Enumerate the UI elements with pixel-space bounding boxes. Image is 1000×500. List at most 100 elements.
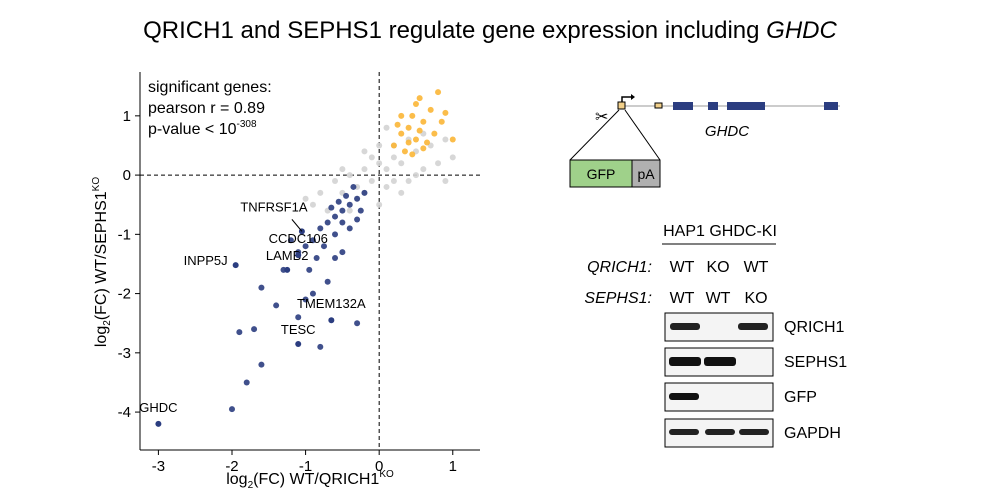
x-axis-label: log2(FC) WT/QRICH1KO — [226, 469, 394, 491]
band — [705, 429, 735, 435]
y-tick-label: -1 — [118, 226, 131, 243]
band-label: GAPDH — [784, 425, 841, 442]
point — [309, 201, 316, 208]
band — [669, 393, 699, 400]
point — [449, 136, 456, 143]
row-label: SEPHS1: — [584, 290, 652, 307]
point — [361, 148, 368, 155]
point — [383, 183, 390, 190]
point — [317, 225, 324, 232]
point — [368, 178, 375, 185]
band — [739, 429, 769, 435]
x-tick-label: -3 — [152, 458, 165, 475]
scatter-plot: GHDC TESC TMEM132A LAMB2 INPP5J CCDC106 TNFRSF… — [118, 72, 480, 475]
label-sub: 2 — [102, 320, 113, 326]
point — [287, 237, 294, 244]
band-label: QRICH1 — [784, 319, 845, 336]
stats-text: p-value < 10 — [148, 121, 237, 138]
point — [313, 255, 320, 262]
point — [420, 166, 427, 173]
pa-box — [631, 159, 661, 188]
point — [354, 216, 361, 223]
point — [273, 302, 280, 309]
point — [346, 201, 353, 208]
gfp-box — [569, 159, 633, 188]
point — [431, 130, 438, 137]
point — [324, 219, 331, 226]
y-tick-label: -4 — [118, 404, 131, 421]
point — [435, 160, 442, 167]
point — [442, 109, 449, 116]
gene-diagram: ✂ GFP pA GHDC — [569, 94, 840, 188]
label-part: log — [93, 326, 110, 347]
point — [390, 142, 397, 149]
exon — [727, 102, 765, 110]
stats-line: p-value < 10-308 — [148, 119, 257, 138]
point — [309, 290, 316, 297]
point — [317, 189, 324, 196]
band-label: GFP — [784, 389, 817, 406]
y-tick-label: 1 — [123, 108, 131, 125]
point — [383, 124, 390, 131]
point — [412, 136, 419, 143]
y-tick-label: 0 — [123, 167, 131, 184]
point — [412, 100, 419, 107]
point — [405, 139, 412, 146]
point — [324, 278, 331, 285]
point — [394, 121, 401, 128]
x-tick-label: 0 — [375, 458, 383, 475]
genotype: WT — [670, 290, 695, 307]
annotation-label: TESC — [281, 322, 316, 337]
band — [738, 323, 768, 330]
exon — [673, 102, 693, 110]
x-tick-label: 1 — [449, 458, 457, 475]
point — [350, 183, 357, 190]
annotated-point — [284, 266, 291, 273]
label-sup: KO — [91, 177, 102, 192]
insert-site — [617, 101, 626, 110]
genotype: WT — [706, 290, 731, 307]
point — [302, 243, 309, 250]
point — [346, 225, 353, 232]
blot-header: HAP1 GHDC-KI — [663, 223, 777, 240]
genotype: KO — [706, 259, 729, 276]
point — [343, 192, 350, 199]
point — [401, 148, 408, 155]
point — [427, 106, 434, 113]
point — [390, 154, 397, 161]
point — [258, 361, 265, 368]
row-label: QRICH1: — [587, 259, 652, 276]
stats-line: significant genes: — [148, 79, 272, 96]
label-part: (FC) WT/SEPHS1 — [93, 191, 110, 320]
label-part: log — [226, 471, 247, 488]
point — [412, 172, 419, 179]
point — [398, 130, 405, 137]
genotype: KO — [744, 290, 767, 307]
promoter-arrowhead — [631, 94, 635, 100]
band — [704, 357, 736, 366]
x-tick-label: -2 — [225, 458, 238, 475]
point — [420, 145, 427, 152]
scissors-icon: ✂ — [595, 109, 608, 126]
point — [405, 178, 412, 185]
band — [670, 323, 700, 330]
gene-name: GHDC — [705, 123, 749, 140]
point — [295, 314, 302, 321]
title-text: QRICH1 and SEPHS1 regulate gene expressi… — [143, 17, 759, 44]
annotated-point — [295, 252, 302, 259]
label-sup: KO — [379, 469, 394, 480]
stats-exponent: -308 — [237, 119, 257, 130]
annotated-point — [155, 420, 162, 427]
utr-exon — [654, 102, 663, 109]
insert-lines — [569, 109, 661, 161]
point — [328, 204, 335, 211]
point — [258, 284, 265, 291]
point — [398, 189, 405, 196]
y-axis-label: log2(FC) WT/SEPHS1KO — [91, 177, 113, 347]
point — [357, 207, 364, 214]
point — [368, 154, 375, 161]
x-tick-label: -1 — [299, 458, 312, 475]
genotype: WT — [744, 259, 769, 276]
label-part: (FC) WT/QRICH1 — [253, 471, 379, 488]
